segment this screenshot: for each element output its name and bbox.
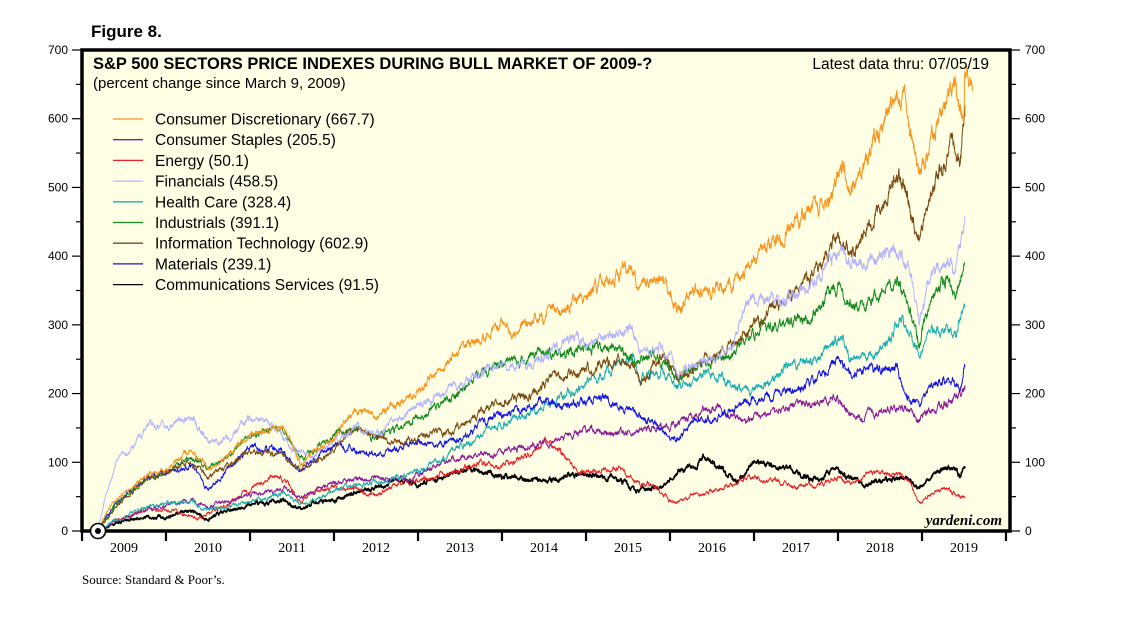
legend-label: Industrials (391.1) [155, 215, 279, 232]
x-axis: 2009 2010 2011 2012 2013 2014 2015 2016 2017 2018… [80, 531, 1008, 556]
y-tick-label-left: 700 [48, 43, 68, 57]
y-tick-label-left: 600 [48, 112, 68, 126]
y-tick-label-right: 500 [1025, 180, 1045, 194]
legend-label: Consumer Staples (205.5) [155, 132, 336, 149]
x-tick-label: 2017 [782, 541, 810, 556]
series-line-consumer-staples [97, 385, 966, 532]
x-tick-label: 2010 [194, 541, 222, 556]
y-tick-label-right: 700 [1025, 43, 1045, 57]
legend: Consumer Discretionary (667.7) Consumer S… [113, 112, 379, 294]
x-tick-label: 2014 [530, 541, 558, 556]
start-marker [89, 522, 107, 540]
x-tick-label: 2012 [362, 541, 390, 556]
legend-label: Energy (50.1) [155, 153, 249, 170]
legend-label: Materials (239.1) [155, 256, 271, 273]
plot-background [82, 50, 1010, 531]
legend-label: Communications Services (91.5) [155, 277, 379, 294]
y-tick-label-left: 400 [48, 249, 68, 263]
series-line-consumer-discretionary [97, 66, 973, 532]
x-tick-label: 2016 [698, 541, 726, 556]
figure-label: Figure 8. [91, 22, 162, 41]
chart-title: S&P 500 SECTORS PRICE INDEXES DURING BUL… [93, 55, 652, 73]
y-tick-label-right: 0 [1025, 524, 1032, 538]
start-marker-dot [95, 528, 101, 534]
legend-label: Health Care (328.4) [155, 194, 291, 211]
series-line-materials [97, 356, 966, 532]
latest-data-note: Latest data thru: 07/05/19 [812, 56, 989, 73]
y-tick-label-left: 100 [48, 455, 68, 469]
plot-frame [80, 48, 1012, 533]
chart-subtitle: (percent change since March 9, 2009) [93, 75, 346, 92]
x-tick-label: 2011 [278, 541, 305, 556]
watermark: yardeni.com [924, 513, 1002, 529]
x-tick-label: 2009 [110, 541, 138, 556]
series-line-financials [97, 215, 966, 532]
series-line-information-technology [97, 105, 966, 532]
x-tick-label: 2019 [950, 541, 978, 556]
series-lines [97, 66, 973, 532]
x-tick-label: 2013 [446, 541, 474, 556]
y-tick-label-right: 400 [1025, 249, 1045, 263]
series-line-communications-services [97, 453, 966, 532]
legend-label: Information Technology (602.9) [155, 236, 368, 253]
y-tick-label-left: 300 [48, 318, 68, 332]
series-line-energy [97, 436, 966, 532]
y-tick-label-left: 0 [61, 524, 68, 538]
y-tick-label-right: 100 [1025, 455, 1045, 469]
y-tick-label-right: 600 [1025, 112, 1045, 126]
y-tick-label-right: 200 [1025, 387, 1045, 401]
y-axis-left: 0 100 200 300 400 500 600 700 [48, 43, 82, 538]
y-tick-label-left: 200 [48, 387, 68, 401]
y-axis-right: 0 100 200 300 400 500 600 700 [1010, 43, 1045, 538]
x-tick-label: 2018 [866, 541, 894, 556]
y-tick-label-left: 500 [48, 180, 68, 194]
source-note: Source: Standard & Poor’s. [82, 572, 225, 587]
legend-label: Financials (458.5) [155, 174, 278, 191]
x-tick-label: 2015 [614, 541, 642, 556]
legend-label: Consumer Discretionary (667.7) [155, 112, 375, 129]
y-tick-label-right: 300 [1025, 318, 1045, 332]
